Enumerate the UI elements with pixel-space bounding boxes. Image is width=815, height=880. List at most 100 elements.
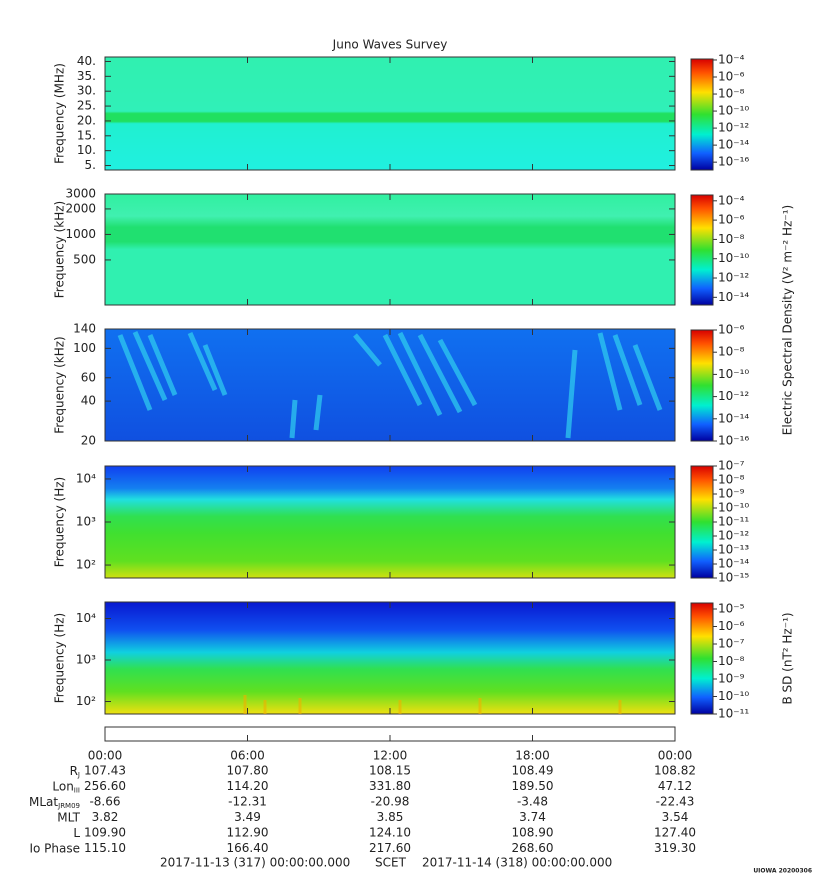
colorbar <box>690 329 714 442</box>
colorbar <box>690 194 714 306</box>
colorbar-tick-label: 10⁻⁹ <box>718 487 745 501</box>
colorbar-tick-label: 10⁻⁸ <box>718 654 745 668</box>
colorbar-tick-label: 10⁻¹⁰ <box>718 367 749 381</box>
panels: 5.10.15.20.25.30.35.40. Frequency (MHz) 10… <box>53 52 795 720</box>
y-tick-label: 25. <box>77 99 96 113</box>
footer-credit: UIOWA 20200306 <box>753 868 812 875</box>
y-tick-label: 40. <box>77 54 96 68</box>
y-tick-label: 10. <box>77 143 96 157</box>
ephemeris-value: 3.82 <box>92 810 119 824</box>
y-axis-label: Frequency (MHz) <box>53 63 67 164</box>
y-tick-label: 10⁴ <box>76 611 96 625</box>
ephemeris-value: -22.43 <box>656 795 695 809</box>
colorbar-tick-label: 10⁻⁴ <box>718 52 745 66</box>
ephemeris-value: 3.85 <box>377 810 404 824</box>
colorbar-tick-label: 10⁻¹⁰ <box>718 689 749 703</box>
ephemeris-value: 3.74 <box>519 810 546 824</box>
y-axis-label: Frequency (kHz) <box>53 201 67 298</box>
ephemeris-label: LonIII <box>52 779 80 795</box>
y-tick-label: 30. <box>77 84 96 98</box>
y-tick-label: 10² <box>76 558 96 572</box>
ephemeris-label-text: MLT <box>57 810 80 824</box>
y-tick-label: 10² <box>76 694 96 708</box>
colorbar-tick-label: 10⁻¹¹ <box>718 707 749 721</box>
y-tick-label: 20. <box>77 113 96 127</box>
colorbar-tick-label: 10⁻¹⁴ <box>718 138 749 152</box>
ephemeris-value: 109.90 <box>84 826 126 840</box>
y-tick-label: 100 <box>73 341 96 355</box>
ephemeris-value: 112.90 <box>227 826 269 840</box>
footer-scet: SCET <box>375 856 407 870</box>
colorbar-tick-label: 10⁻⁶ <box>718 619 745 633</box>
colorbar-tick-label: 10⁻¹⁶ <box>718 155 749 169</box>
ephemeris-label: MLatJRM09 <box>29 795 80 811</box>
y-axis-label: Frequency (Hz) <box>53 613 67 704</box>
ephemeris-value: 108.82 <box>654 764 696 778</box>
ephemeris-value: 268.60 <box>512 841 554 855</box>
ephemeris-value: 127.40 <box>654 826 696 840</box>
colorbar-tick-label: 10⁻¹² <box>718 271 749 285</box>
ephemeris-label: L <box>73 826 80 840</box>
colorbar-tick-label: 10⁻¹¹ <box>718 515 749 529</box>
colorbar-tick-label: 10⁻⁷ <box>718 636 745 650</box>
y-tick-label: 140 <box>73 322 96 336</box>
ephemeris-value: 108.49 <box>512 764 554 778</box>
ephemeris-value: 166.40 <box>227 841 269 855</box>
ephemeris-label-text: L <box>73 826 80 840</box>
colorbar <box>690 465 714 579</box>
ephemeris-label-text: MLat <box>29 795 58 809</box>
ephemeris-value: 3.54 <box>662 810 689 824</box>
y-tick-label: 40 <box>81 394 96 408</box>
spectrogram <box>105 466 675 578</box>
ephemeris-label-text: Lon <box>52 779 73 793</box>
ephemeris-label-text: Io Phase <box>29 841 80 855</box>
ephemeris-value: -8.66 <box>89 795 120 809</box>
colorbar-tick-label: 10⁻⁴ <box>718 193 745 207</box>
ephemeris-label: MLT <box>57 810 80 824</box>
colorbar-tick-label: 10⁻⁸ <box>718 473 745 487</box>
ephemeris-label-text: R <box>70 764 78 778</box>
colorbar-tick-label: 10⁻¹⁰ <box>718 104 749 118</box>
ephemeris-value: 189.50 <box>512 779 554 793</box>
ephemeris-value: 114.20 <box>227 779 269 793</box>
colorbar-tick-label: 10⁻¹⁰ <box>718 251 749 265</box>
colorbar-label: B SD (nT² Hz⁻¹) <box>781 612 795 704</box>
ephemeris-value: 115.10 <box>84 841 126 855</box>
footer-end: 2017-11-14 (318) 00:00:00.000 <box>422 856 612 870</box>
ephemeris-value: 108.15 <box>369 764 411 778</box>
colorbar-tick-label: 10⁻⁷ <box>718 459 745 473</box>
y-tick-label: 5. <box>85 158 96 172</box>
ephemeris-label: RJ <box>70 764 80 780</box>
colorbar-tick-label: 10⁻¹² <box>718 389 749 403</box>
colorbar-tick-label: 10⁻⁸ <box>718 345 745 359</box>
y-tick-label: 10⁴ <box>76 471 96 485</box>
colorbar-tick-label: 10⁻¹⁰ <box>718 501 749 515</box>
ephemeris-value: 217.60 <box>369 841 411 855</box>
ephemeris-value: 107.80 <box>227 764 269 778</box>
colorbar <box>690 58 714 171</box>
x-tick-label: 12:00 <box>373 749 408 763</box>
y-tick-label: 3000 <box>65 187 96 201</box>
colorbar-tick-label: 10⁻¹³ <box>718 543 749 557</box>
colorbar-tick-label: 10⁻¹⁴ <box>718 411 749 425</box>
ephemeris-value: 331.80 <box>369 779 411 793</box>
y-tick-label: 500 <box>73 252 96 266</box>
colorbar-tick-label: 10⁻¹⁴ <box>718 290 749 304</box>
colorbar <box>690 602 714 715</box>
colorbar-tick-label: 10⁻⁶ <box>718 323 745 337</box>
ephemeris-value: 124.10 <box>369 826 411 840</box>
x-tick-label: 00:00 <box>658 749 693 763</box>
panel-3-streaks <box>117 330 663 439</box>
colorbar-tick-label: 10⁻¹² <box>718 529 749 543</box>
ephemeris-value: 256.60 <box>84 779 126 793</box>
ephemeris-value: -3.48 <box>517 795 548 809</box>
colorbar-tick-label: 10⁻¹⁶ <box>718 434 749 448</box>
y-tick-label: 20 <box>81 434 96 448</box>
spectrogram <box>105 194 675 305</box>
ephemeris-value: -20.98 <box>371 795 410 809</box>
colorbar-tick-label: 10⁻¹⁵ <box>718 571 749 585</box>
ephemeris-label-sub: J <box>77 771 80 779</box>
ephemeris-value: 107.43 <box>84 764 126 778</box>
ephemeris-value: -12.31 <box>228 795 267 809</box>
